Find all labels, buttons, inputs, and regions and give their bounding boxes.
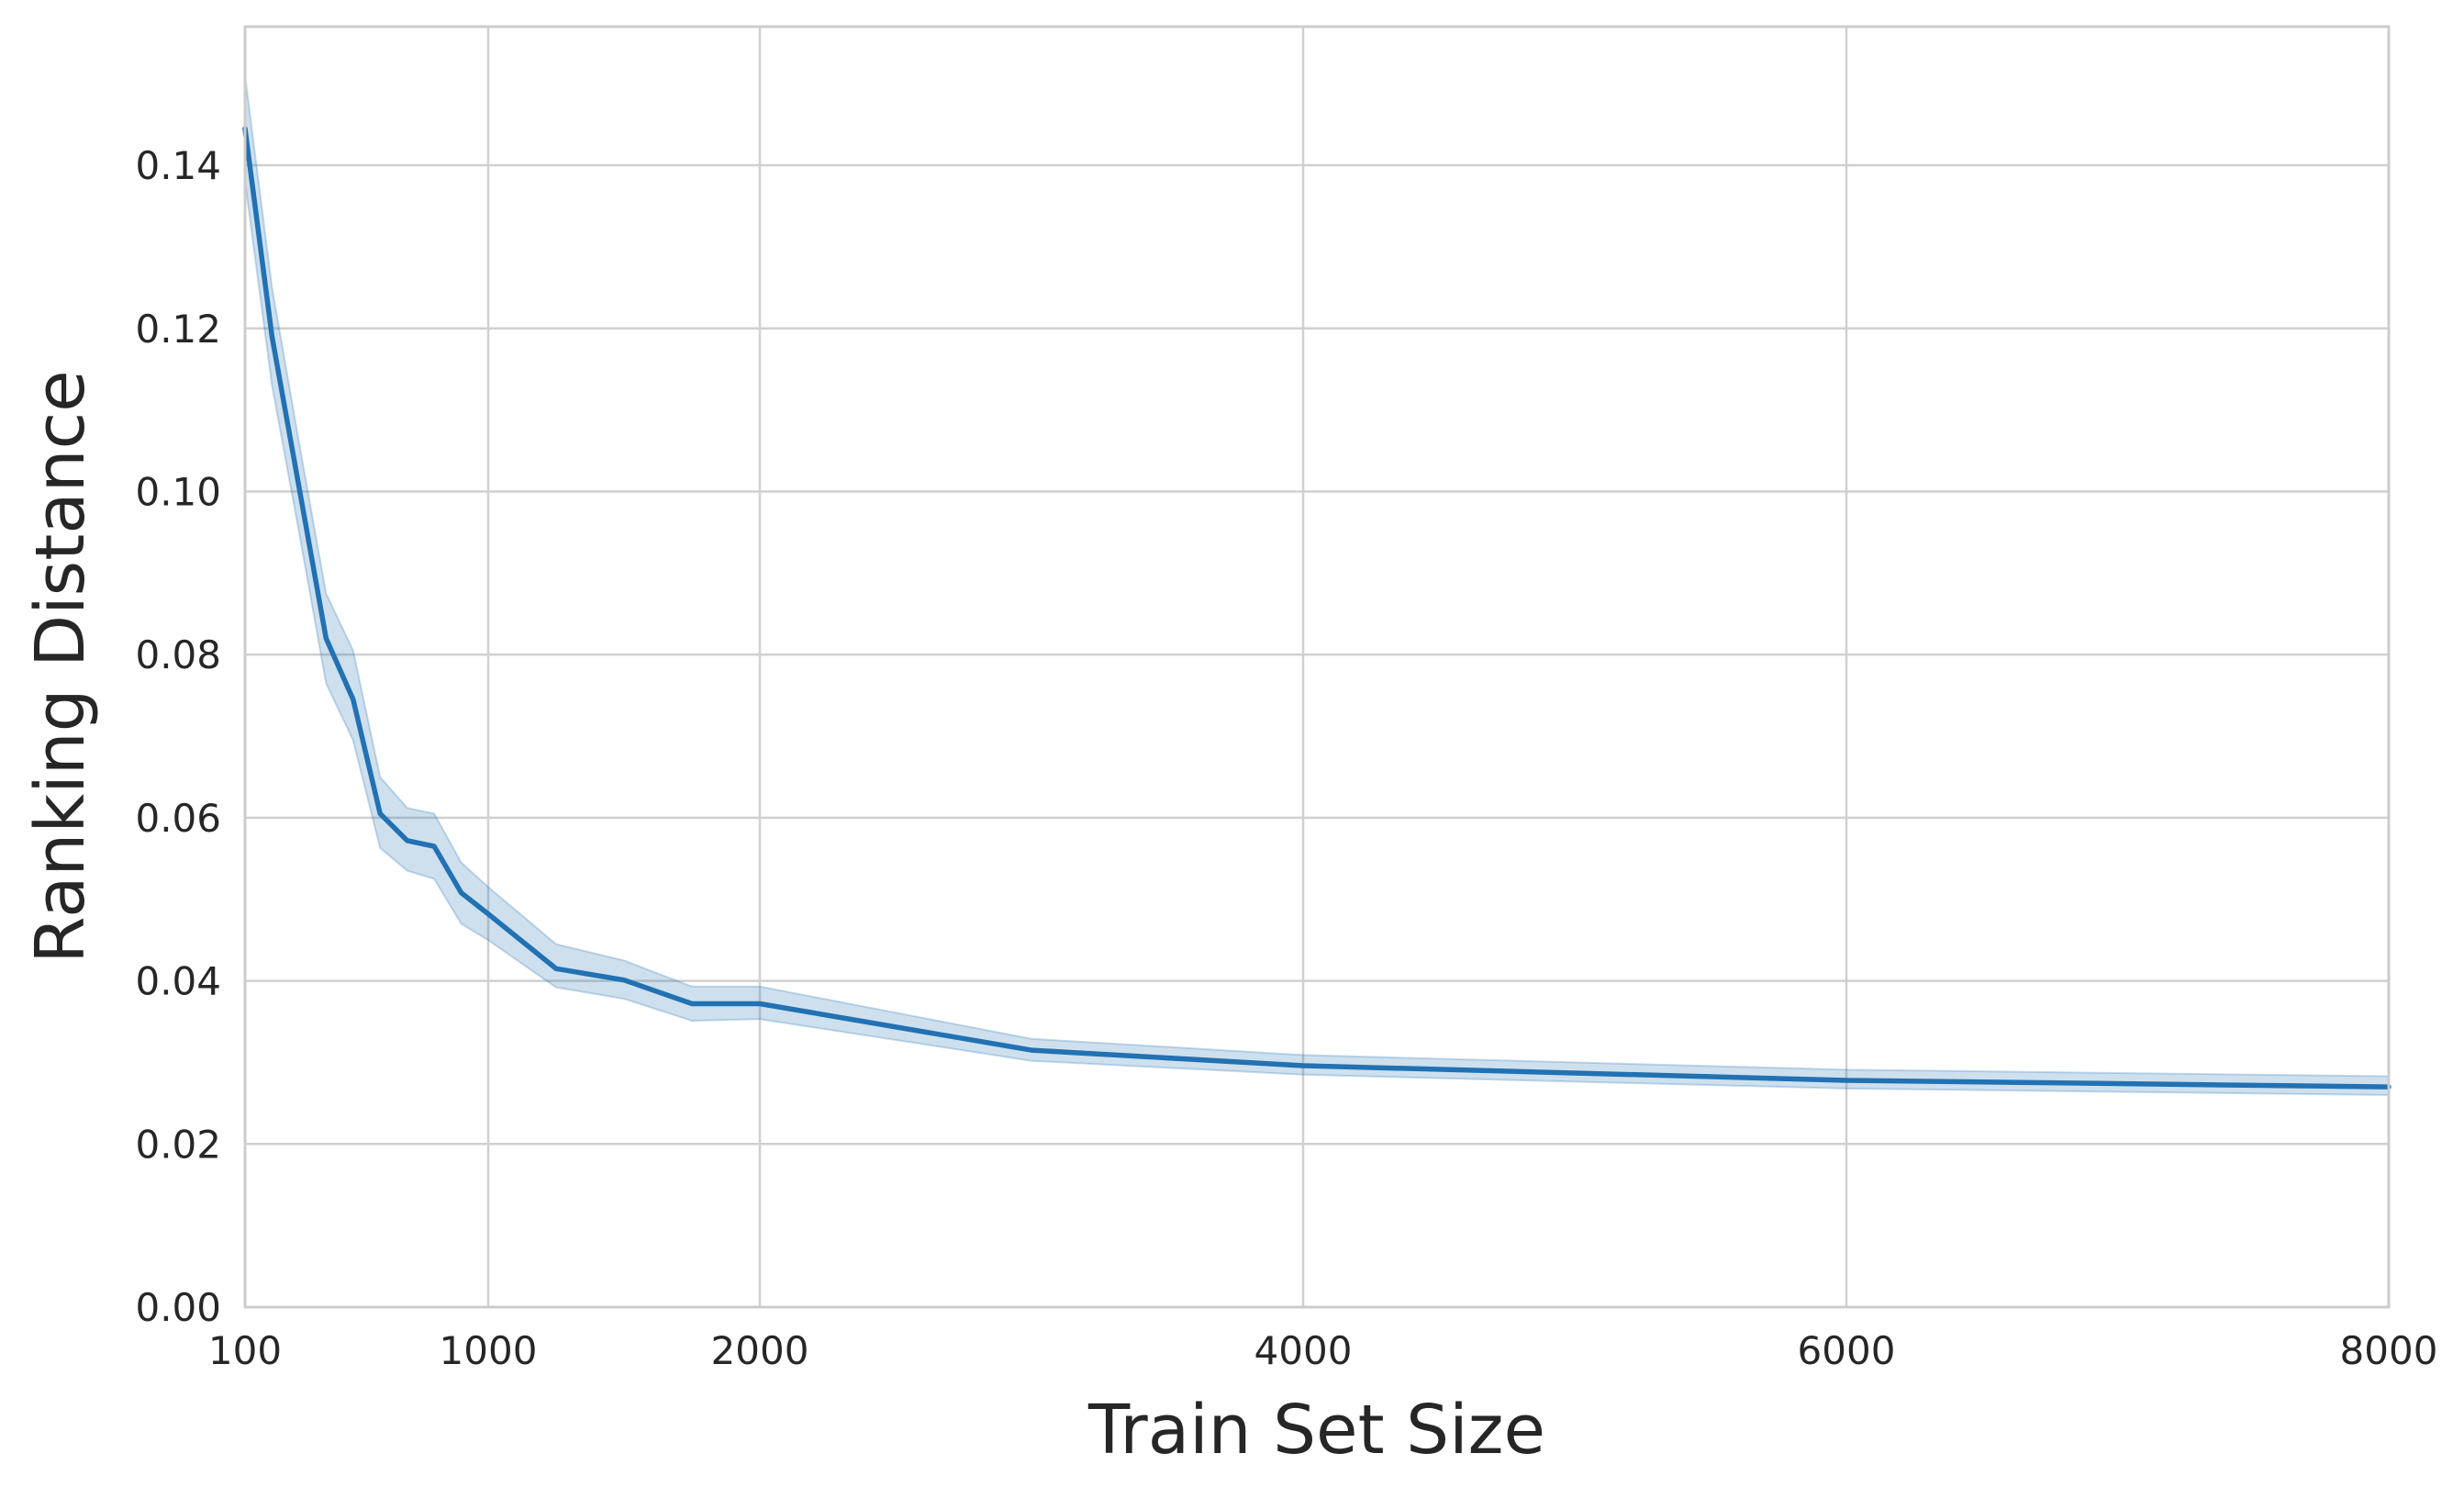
y-axis-title: Ranking Distance (21, 370, 100, 963)
y-tick-label: 0.10 (135, 469, 221, 514)
y-tick-label: 0.00 (135, 1285, 221, 1330)
x-tick-label: 8000 (2340, 1328, 2438, 1373)
tick-labels: 100 1000 2000 4000 6000 8000 0.00 0.02 0.04 0.06 0… (135, 143, 2437, 1373)
y-tick-label: 0.04 (135, 959, 221, 1004)
y-tick-label: 0.12 (135, 307, 221, 352)
series-line (242, 126, 2392, 1090)
x-tick-label: 4000 (1254, 1328, 1353, 1373)
y-tick-label: 0.14 (135, 143, 221, 188)
x-axis-title: Train Set Size (1087, 1391, 1545, 1470)
y-tick-label: 0.06 (135, 796, 221, 841)
x-tick-label: 6000 (1798, 1328, 1896, 1373)
grid (243, 27, 2391, 1309)
x-tick-label: 2000 (711, 1328, 809, 1373)
y-tick-label: 0.02 (135, 1122, 221, 1167)
y-tick-label: 0.08 (135, 632, 221, 677)
x-tick-label: 1000 (440, 1328, 538, 1373)
confidence-band (244, 75, 2390, 1097)
plot-frame (243, 25, 2391, 1309)
x-tick-label: 100 (208, 1328, 282, 1373)
